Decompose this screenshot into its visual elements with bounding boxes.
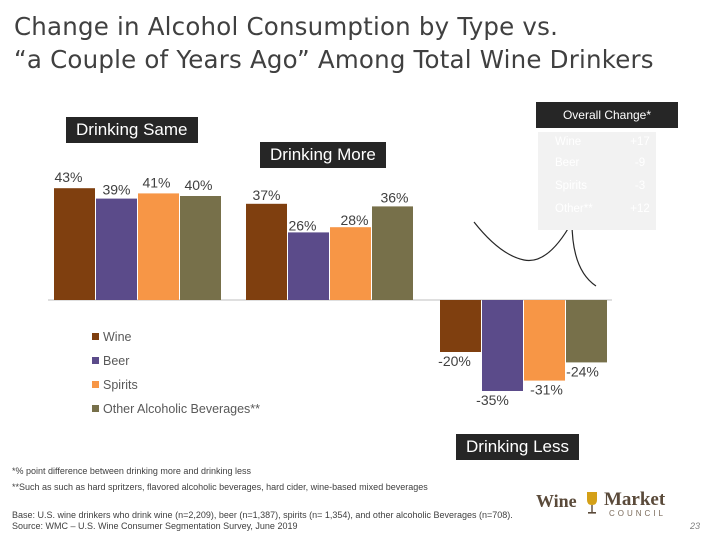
group-label-more: Drinking More xyxy=(260,142,386,168)
legend-item-wine: Wine xyxy=(92,330,131,344)
bar-beer-1 xyxy=(288,232,329,300)
group-label-same: Drinking Same xyxy=(66,117,198,143)
data-label: 28% xyxy=(340,212,368,228)
overall-row-value: +12 xyxy=(630,203,650,215)
bar-other-1 xyxy=(372,206,413,300)
wine-market-council-logo: Wine Market COUNCIL xyxy=(536,488,692,524)
legend-item-spirits: Spirits xyxy=(92,378,138,392)
data-label: 37% xyxy=(252,187,280,203)
bar-wine-2 xyxy=(440,300,481,352)
footnote-source: Base: U.S. wine drinkers who drink wine … xyxy=(12,510,513,531)
data-label: 41% xyxy=(142,174,170,190)
data-label: 36% xyxy=(380,189,408,205)
bracket-right xyxy=(571,221,597,287)
bar-beer-2 xyxy=(482,300,523,391)
bar-wine-0 xyxy=(54,188,95,300)
legend-swatch xyxy=(92,405,99,412)
data-label: -24% xyxy=(566,363,599,379)
data-label: 26% xyxy=(288,217,316,233)
overall-row-value: -9 xyxy=(634,157,646,169)
logo-word-wine: Wine xyxy=(536,491,577,511)
legend-label: Spirits xyxy=(103,378,138,392)
overall-change-panel xyxy=(538,132,656,230)
legend-item-beer: Beer xyxy=(92,354,129,368)
data-label: -31% xyxy=(530,382,563,398)
footnote-2: **Such as such as hard spritzers, flavor… xyxy=(12,482,428,492)
overall-row-value: -3 xyxy=(634,180,646,192)
data-label: 40% xyxy=(184,177,212,193)
page-number: 23 xyxy=(690,521,701,531)
data-label: 43% xyxy=(54,169,82,185)
title-line-1: Change in Alcohol Consumption by Type vs… xyxy=(14,12,559,41)
bracket-arc xyxy=(473,221,573,262)
legend-swatch xyxy=(92,381,99,388)
bar-wine-1 xyxy=(246,203,287,300)
wine-glass-icon xyxy=(587,492,597,514)
data-label: -35% xyxy=(476,392,509,408)
bar-other-2 xyxy=(566,300,607,363)
overall-row-value: +17 xyxy=(630,136,650,148)
bar-beer-0 xyxy=(96,198,137,300)
legend-label: Beer xyxy=(103,354,130,368)
overall-row-name: Wine xyxy=(555,136,582,148)
overall-row-name: Beer xyxy=(555,157,580,169)
legend-label: Wine xyxy=(103,330,132,344)
title-line-2: “a Couple of Years Ago” Among Total Wine… xyxy=(14,45,654,74)
group-label-less: Drinking Less xyxy=(456,434,579,460)
legend-swatch xyxy=(92,333,99,340)
bar-spirits-2 xyxy=(524,300,565,381)
legend-label: Other Alcoholic Beverages** xyxy=(103,402,261,416)
overall-row-name: Spirits xyxy=(555,180,587,192)
bar-spirits-1 xyxy=(330,227,371,300)
overall-row-name: Other** xyxy=(555,203,593,215)
overall-change-header: Overall Change* xyxy=(536,102,678,128)
bar-other-0 xyxy=(180,196,221,300)
legend-item-other: Other Alcoholic Beverages** xyxy=(92,402,260,416)
data-label: 39% xyxy=(102,182,130,198)
footnote-1: *% point difference between drinking mor… xyxy=(12,466,251,476)
logo-word-market: Market xyxy=(604,489,666,510)
bar-spirits-0 xyxy=(138,193,179,300)
logo-word-council: COUNCIL xyxy=(609,509,667,518)
page-title: Change in Alcohol Consumption by Type vs… xyxy=(14,10,714,76)
legend-swatch xyxy=(92,357,99,364)
data-label: -20% xyxy=(438,353,471,369)
